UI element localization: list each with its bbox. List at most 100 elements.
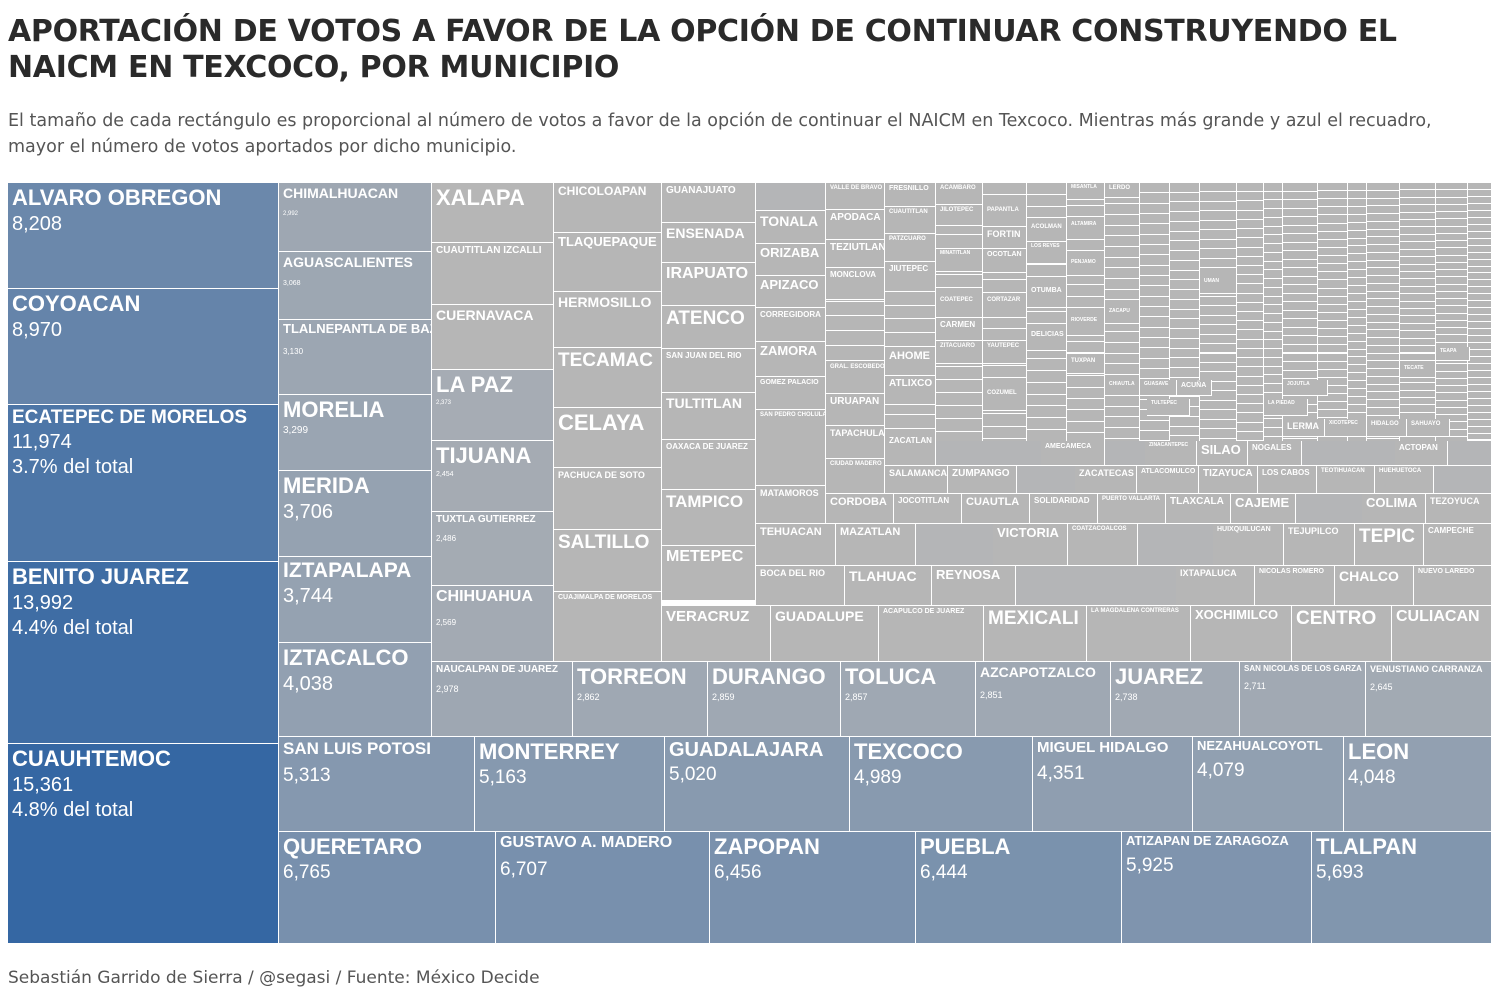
cell-name: SALAMANCA <box>889 468 947 478</box>
treemap-minor-cell <box>1400 264 1436 272</box>
cell-name: SAN LUIS POTOSI <box>283 739 431 758</box>
treemap-cell-tezoyuca: TEZOYUCA <box>1426 494 1492 524</box>
treemap-cell-ahome: AHOME <box>885 348 936 376</box>
treemap-minor-cell <box>1283 293 1318 303</box>
treemap-minor-cell <box>1200 362 1237 373</box>
treemap-cell-actopan: ACTOPAN <box>1395 441 1448 466</box>
treemap-minor-cell <box>1105 364 1140 375</box>
cell-name: VICTORIA <box>997 525 1059 540</box>
treemap-minor-cell <box>1105 406 1140 418</box>
cell-name: TAPACHULA <box>830 428 885 438</box>
cell-name: LA MAGDALENA CONTRERAS <box>1091 608 1179 614</box>
treemap-minor-cell <box>1264 322 1283 332</box>
cell-name: ALVARO OBREGON <box>12 185 222 210</box>
cell-name: XICOTEPEC <box>1329 420 1358 426</box>
treemap-minor-cell <box>1200 381 1237 392</box>
treemap-minor-cell <box>1318 377 1348 386</box>
treemap-cell-tijuana: TIJUANA 2,454 <box>432 441 554 512</box>
cell-name: JIUTEPEC <box>889 264 929 273</box>
treemap-minor-cell <box>1140 369 1170 380</box>
treemap-filler-cell <box>756 183 826 211</box>
treemap-minor-cell <box>1468 301 1492 309</box>
treemap-minor-cell <box>1400 197 1436 206</box>
chart-title: APORTACIÓN DE VOTOS A FAVOR DE LA OPCIÓN… <box>8 14 1397 85</box>
cell-name: ATENCO <box>666 308 745 329</box>
treemap-minor-cell <box>1140 193 1170 204</box>
cell-value: 2,486 <box>436 534 457 543</box>
treemap-cell-tizayuca: TIZAYUCA <box>1199 466 1258 494</box>
treemap-minor-cell <box>1283 191 1318 201</box>
cell-name: HERMOSILLO <box>558 294 652 310</box>
treemap-minor-cell <box>1170 251 1200 261</box>
treemap-minor-cell <box>1200 258 1237 269</box>
treemap-minor-cell <box>1264 296 1283 306</box>
treemap-minor-cell <box>1170 416 1200 427</box>
treemap-minor-cell <box>1318 215 1348 224</box>
treemap-minor-cell <box>1318 296 1348 305</box>
treemap-minor-cell <box>1170 319 1200 330</box>
treemap-cell-otumba: OTUMBA <box>1027 285 1067 308</box>
treemap-minor-cell <box>1468 196 1492 204</box>
treemap-minor-cell <box>1348 365 1367 374</box>
treemap-minor-cell <box>1468 308 1492 316</box>
treemap-cell-culiacan: CULIACAN <box>1392 606 1492 662</box>
treemap-cell-nicolas-romero: NICOLAS ROMERO <box>1255 566 1335 606</box>
treemap-cell-apizaco: APIZACO <box>756 276 826 308</box>
treemap-minor-cell <box>1237 247 1264 257</box>
treemap-minor-cell <box>1400 294 1436 302</box>
treemap-cell-iztapalapa: IZTAPALAPA 3,744 <box>279 557 432 643</box>
treemap-minor-cell <box>1264 384 1283 393</box>
cell-name: QUERETARO <box>283 834 422 859</box>
treemap-cell-ocotlan: OCOTLAN <box>983 249 1027 273</box>
treemap-minor-cell <box>1264 217 1283 227</box>
treemap-cell-teotihuacan: TEOTIHUACAN <box>1317 466 1375 494</box>
treemap-minor-cell <box>1200 391 1237 401</box>
treemap-cell-coatepec: COATEPEC <box>936 295 983 318</box>
cell-name: PACHUCA DE SOTO <box>558 470 645 480</box>
treemap-minor-cell <box>1200 353 1237 363</box>
treemap-minor-cell <box>1140 327 1170 338</box>
treemap-minor-cell <box>1140 224 1170 235</box>
treemap-minor-cell <box>1318 223 1348 232</box>
treemap-minor-cell <box>1105 332 1140 343</box>
treemap-minor-cell <box>1468 252 1492 260</box>
treemap-cell-delicias: DELICIAS <box>1027 329 1067 351</box>
treemap-minor-cell <box>1318 256 1348 265</box>
treemap-minor-cell <box>1436 262 1468 271</box>
treemap-cell-la-piedad: LA PIEDAD <box>1264 399 1308 416</box>
treemap-minor-cell <box>1027 194 1067 207</box>
treemap-minor-cell <box>1237 284 1264 294</box>
treemap-cell-boca-del-rio: BOCA DEL RIO <box>756 566 845 606</box>
cell-name: ACAPULCO DE JUAREZ <box>883 608 965 615</box>
treemap-minor-cell <box>1067 194 1105 206</box>
cell-value: 3,299 <box>283 425 309 436</box>
cell-name: JOJUTLA <box>1287 381 1310 387</box>
treemap-minor-cell <box>1140 431 1170 442</box>
cell-name: ZUMPANGO <box>952 468 1010 479</box>
cell-name: CUAUTITLAN <box>889 209 928 215</box>
cell-name: CUAJIMALPA DE MORELOS <box>558 594 653 601</box>
treemap-cell-nuevo-laredo: NUEVO LAREDO <box>1414 566 1492 606</box>
treemap-minor-cell <box>1436 183 1468 191</box>
treemap-minor-cell <box>1367 214 1400 222</box>
cell-name: CULIACAN <box>1396 608 1480 625</box>
treemap-minor-cell <box>1468 370 1492 378</box>
cell-name: TLAQUEPAQUE <box>558 234 657 249</box>
treemap-minor-cell <box>1067 376 1105 388</box>
treemap-minor-cell <box>1237 210 1264 220</box>
treemap-cell-sahuayo: SAHUAYO <box>1407 419 1450 437</box>
cell-value: 3,068 <box>283 280 301 287</box>
treemap-minor-cell <box>936 405 983 420</box>
cell-name: ZINACANTEPEC <box>1149 442 1189 448</box>
treemap-minor-cell <box>1468 238 1492 246</box>
treemap-minor-cell <box>1105 268 1140 279</box>
treemap-minor-cell <box>1264 209 1283 218</box>
treemap-minor-cell <box>1400 190 1436 198</box>
cell-name: GUSTAVO A. MADERO <box>500 834 673 851</box>
treemap-cell-minatitlan: MINATITLAN <box>936 249 983 272</box>
treemap-minor-cell <box>1105 278 1140 290</box>
cell-value: 4,351 <box>1037 763 1085 784</box>
cell-name: ZACATECAS <box>1079 468 1134 478</box>
treemap-minor-cell <box>983 280 1027 293</box>
treemap-minor-cell <box>1348 309 1367 318</box>
